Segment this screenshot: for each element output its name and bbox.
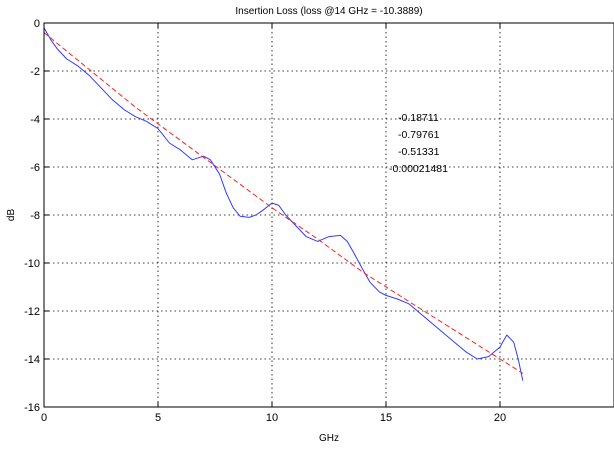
y-tick-label-0: 0 <box>34 18 40 30</box>
x-tick-label-4: 20 <box>494 412 506 424</box>
coefficient-2: -0.79761 <box>398 129 440 141</box>
coefficient-3: -0.51331 <box>398 146 440 158</box>
x-tick-label-2: 10 <box>266 412 278 424</box>
y-axis-label: dB <box>6 209 17 222</box>
coefficient-4: -0.00021481 <box>389 163 448 175</box>
y-tick-label-3: -6 <box>30 162 40 174</box>
y-tick-label-4: -8 <box>30 210 40 222</box>
x-axis-label: GHz <box>319 433 339 444</box>
coefficient-1: -0.18711 <box>398 112 439 124</box>
series-line-1 <box>43 32 524 374</box>
y-tick-label-2: -4 <box>30 114 40 126</box>
x-tick-label-1: 5 <box>155 412 161 424</box>
y-tick-label-8: -16 <box>24 402 40 414</box>
y-tick-label-6: -12 <box>24 306 40 318</box>
x-tick-label-3: 15 <box>380 412 392 424</box>
tick-marks-and-labels: 0 5 10 15 20 0 -2 -4 -6 -8 -10 -12 -14 -16 <box>24 18 506 424</box>
chart-title: Insertion Loss (loss @14 GHz = -10.3889) <box>235 6 422 17</box>
grid-lines <box>44 23 614 407</box>
fit-coefficients: -0.18711 -0.79761 -0.51331 -0.00021481 <box>389 112 448 175</box>
y-tick-label-7: -14 <box>24 354 40 366</box>
series-line-0 <box>43 27 524 381</box>
y-tick-label-1: -2 <box>30 66 40 78</box>
y-tick-label-5: -10 <box>24 258 40 270</box>
plot-area: 0 5 10 15 20 0 -2 -4 -6 -8 -10 -12 -14 -16 <box>24 18 614 424</box>
series-layer <box>43 27 524 381</box>
x-tick-label-0: 0 <box>41 412 47 424</box>
